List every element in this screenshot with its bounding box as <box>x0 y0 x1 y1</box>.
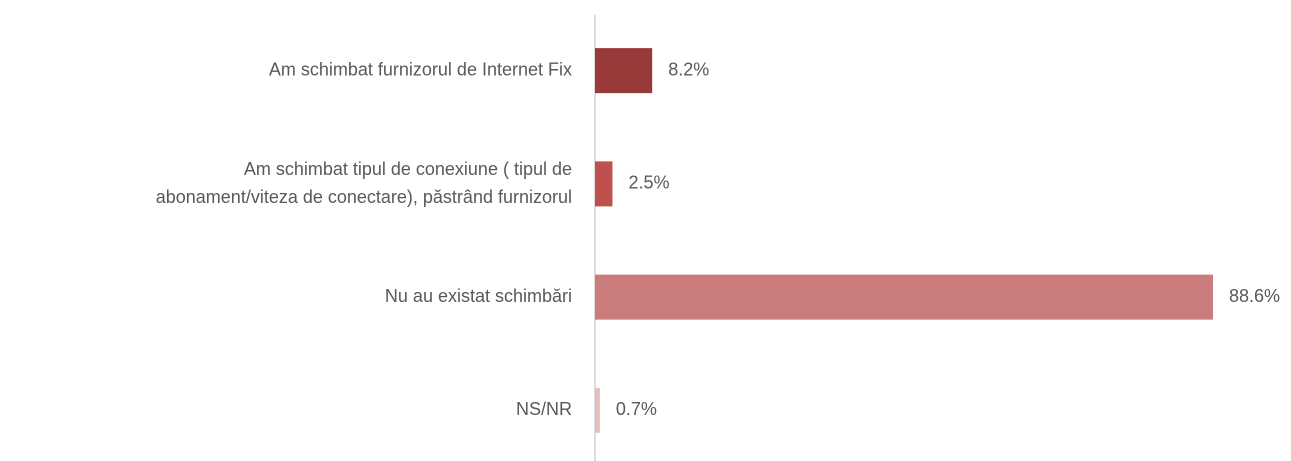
value-label: 0.7% <box>616 399 657 419</box>
bar <box>595 48 653 94</box>
bar <box>595 387 600 433</box>
bar <box>595 274 1213 320</box>
value-label: 2.5% <box>628 173 669 193</box>
value-label: 8.2% <box>668 59 709 79</box>
value-label: 88.6% <box>1229 286 1280 306</box>
category-label: Am schimbat tipul de conexiune ( tipul d… <box>156 159 572 207</box>
category-label-line: abonament/viteza de conectare), păstrând… <box>156 187 572 207</box>
category-label: NS/NR <box>516 399 572 419</box>
category-label: Am schimbat furnizorul de Internet Fix <box>269 59 572 79</box>
category-label: Nu au existat schimbări <box>385 286 572 306</box>
bar <box>595 161 613 207</box>
category-label-line: Am schimbat tipul de conexiune ( tipul d… <box>244 159 572 179</box>
